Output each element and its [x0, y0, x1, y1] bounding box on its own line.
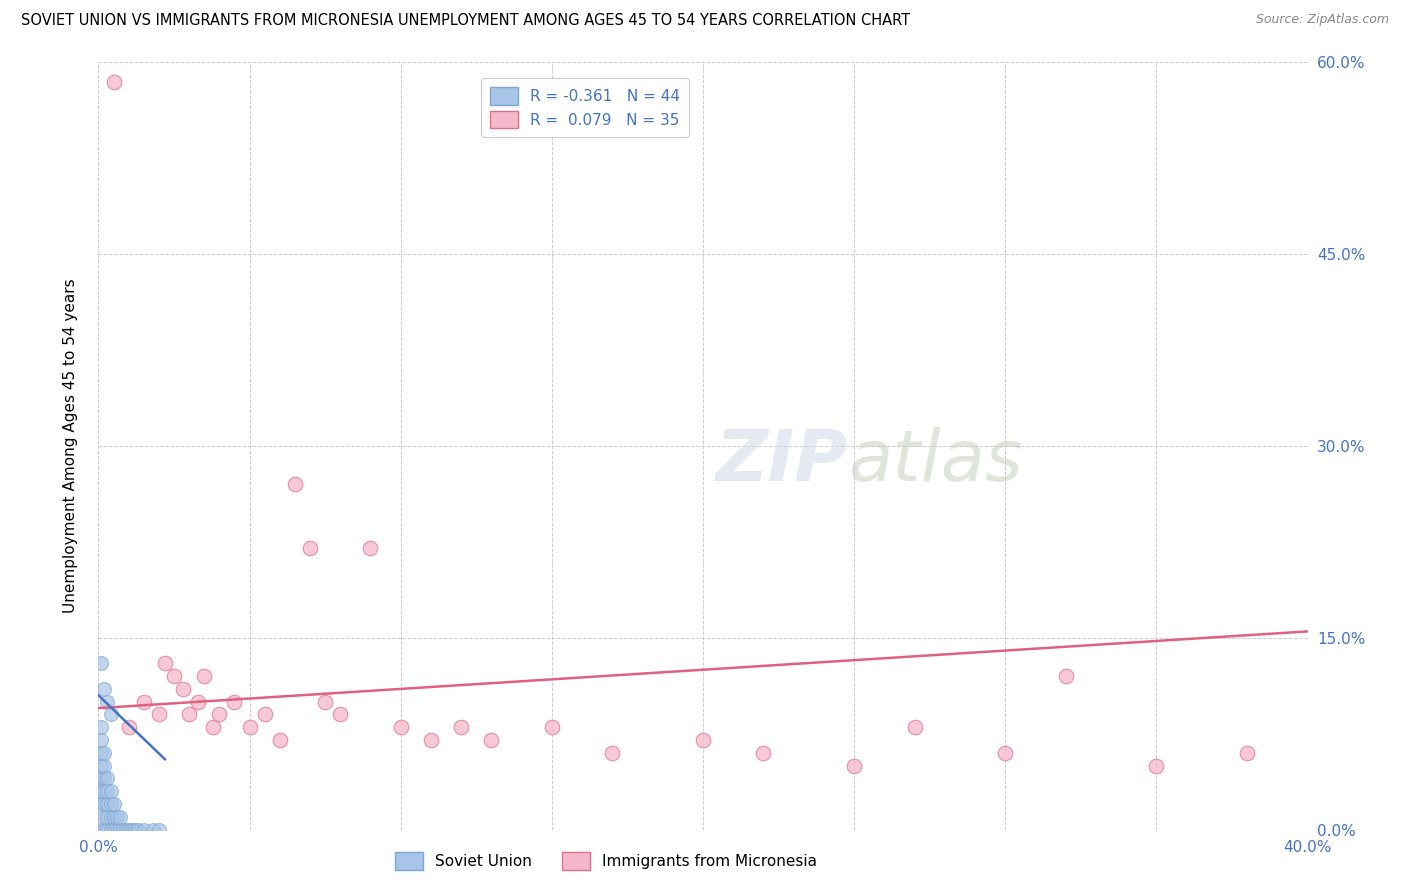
- Point: [93, 758, 115, 772]
- Point: [96, 797, 118, 811]
- Point: [90, 733, 112, 747]
- Text: SOVIET UNION VS IMMIGRANTS FROM MICRONESIA UNEMPLOYMENT AMONG AGES 45 TO 54 YEAR: SOVIET UNION VS IMMIGRANTS FROM MICRONES…: [21, 13, 910, 29]
- Point: [100, 822, 122, 837]
- Text: ZIP: ZIP: [716, 427, 848, 496]
- Point: [96, 784, 118, 798]
- Point: [100, 810, 122, 824]
- Point: [148, 822, 170, 837]
- Point: [692, 733, 714, 747]
- Point: [103, 810, 125, 824]
- Point: [124, 822, 146, 837]
- Point: [299, 541, 322, 556]
- Point: [253, 707, 276, 722]
- Text: atlas: atlas: [848, 427, 1022, 496]
- Point: [100, 707, 122, 722]
- Point: [752, 746, 775, 760]
- Point: [132, 695, 155, 709]
- Point: [100, 797, 122, 811]
- Point: [93, 784, 115, 798]
- Point: [360, 541, 382, 556]
- Point: [96, 822, 118, 837]
- Point: [118, 720, 141, 734]
- Point: [93, 681, 115, 696]
- Point: [103, 797, 125, 811]
- Point: [105, 822, 128, 837]
- Point: [103, 822, 125, 837]
- Point: [904, 720, 927, 734]
- Point: [389, 720, 412, 734]
- Point: [105, 810, 128, 824]
- Point: [108, 822, 131, 837]
- Point: [90, 772, 112, 786]
- Point: [90, 720, 112, 734]
- Point: [142, 822, 165, 837]
- Point: [1054, 669, 1077, 683]
- Point: [172, 681, 194, 696]
- Point: [420, 733, 443, 747]
- Point: [96, 772, 118, 786]
- Point: [96, 810, 118, 824]
- Point: [187, 695, 209, 709]
- Point: [93, 797, 115, 811]
- Point: [844, 758, 866, 772]
- Point: [994, 746, 1017, 760]
- Point: [93, 746, 115, 760]
- Point: [1236, 746, 1258, 760]
- Point: [90, 758, 112, 772]
- Point: [118, 822, 141, 837]
- Point: [1144, 758, 1167, 772]
- Legend: Soviet Union, Immigrants from Micronesia: Soviet Union, Immigrants from Micronesia: [389, 846, 824, 876]
- Point: [269, 733, 291, 747]
- Text: Source: ZipAtlas.com: Source: ZipAtlas.com: [1256, 13, 1389, 27]
- Point: [239, 720, 262, 734]
- Point: [90, 797, 112, 811]
- Point: [148, 707, 170, 722]
- Point: [314, 695, 336, 709]
- Point: [90, 746, 112, 760]
- Point: [93, 810, 115, 824]
- Point: [329, 707, 352, 722]
- Point: [179, 707, 201, 722]
- Point: [602, 746, 624, 760]
- Point: [103, 74, 125, 88]
- Point: [163, 669, 186, 683]
- Point: [121, 822, 143, 837]
- Point: [202, 720, 225, 734]
- Point: [90, 822, 112, 837]
- Point: [127, 822, 149, 837]
- Point: [93, 772, 115, 786]
- Point: [100, 784, 122, 798]
- Point: [96, 695, 118, 709]
- Point: [224, 695, 246, 709]
- Point: [93, 822, 115, 837]
- Point: [153, 657, 176, 671]
- Point: [114, 822, 136, 837]
- Point: [540, 720, 562, 734]
- Point: [284, 477, 307, 491]
- Point: [111, 822, 134, 837]
- Point: [90, 657, 112, 671]
- Point: [108, 810, 131, 824]
- Point: [90, 784, 112, 798]
- Y-axis label: Unemployment Among Ages 45 to 54 years: Unemployment Among Ages 45 to 54 years: [63, 278, 77, 614]
- Point: [481, 733, 503, 747]
- Point: [450, 720, 472, 734]
- Point: [132, 822, 155, 837]
- Point: [193, 669, 215, 683]
- Point: [208, 707, 231, 722]
